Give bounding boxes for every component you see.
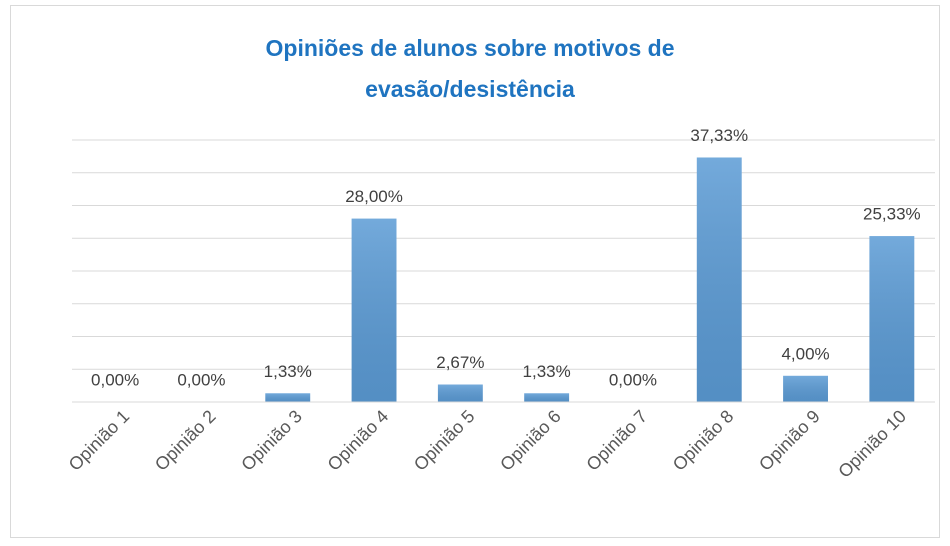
bar-shade [696, 157, 742, 402]
data-label: 28,00% [345, 187, 403, 206]
data-label: 2,67% [436, 353, 484, 372]
bar-shade [783, 375, 828, 402]
chart-title: Opiniões de alunos sobre motivos de [266, 35, 675, 61]
bar-shade [869, 236, 915, 402]
data-label: 25,33% [863, 205, 921, 224]
bar-shade [437, 384, 483, 402]
chart-title: evasão/desistência [365, 76, 575, 102]
data-label: 1,33% [264, 362, 312, 381]
data-label: 37,33% [690, 126, 748, 145]
data-label: 0,00% [177, 370, 225, 389]
bar-shade [265, 393, 311, 402]
bar-shade [524, 393, 570, 402]
bar-shade [351, 218, 397, 402]
data-label: 4,00% [781, 344, 829, 363]
data-label: 1,33% [523, 362, 571, 381]
data-label: 0,00% [609, 370, 657, 389]
data-label: 0,00% [91, 370, 139, 389]
